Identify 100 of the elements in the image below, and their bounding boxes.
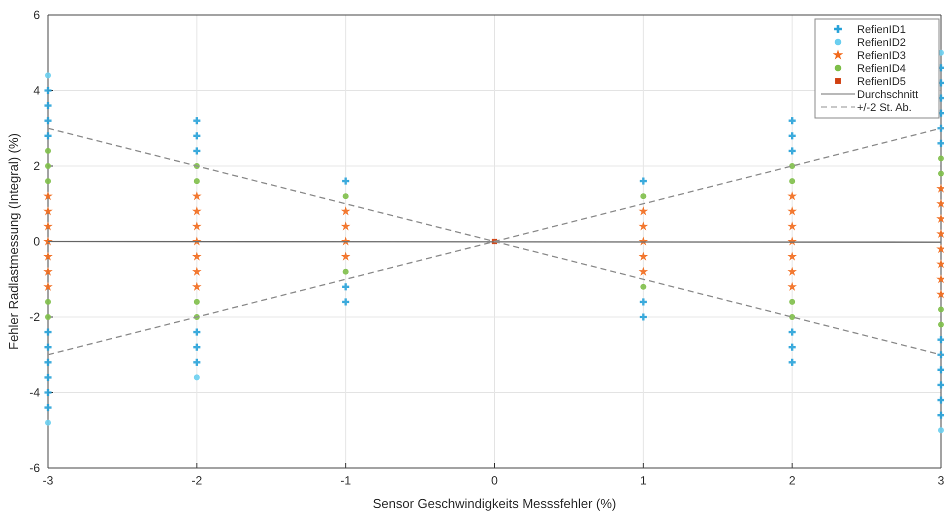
point — [45, 163, 51, 169]
point — [44, 358, 52, 366]
point — [340, 221, 350, 230]
point — [937, 366, 944, 374]
point — [45, 148, 51, 154]
point — [937, 140, 944, 147]
point — [788, 147, 796, 154]
point — [640, 298, 647, 306]
point — [45, 314, 51, 320]
point — [342, 268, 349, 275]
point — [640, 193, 646, 200]
point — [43, 206, 53, 216]
point — [192, 221, 202, 230]
point — [638, 266, 648, 276]
point — [192, 191, 202, 200]
point — [789, 314, 796, 320]
point — [193, 358, 200, 366]
point — [45, 298, 51, 305]
point — [789, 163, 796, 169]
point — [45, 178, 51, 184]
y-tick-label: 2 — [33, 158, 40, 173]
point — [787, 266, 797, 276]
point — [43, 221, 53, 230]
point — [788, 344, 796, 351]
point — [44, 117, 52, 124]
legend-label: Durchschnitt — [857, 89, 918, 101]
point — [342, 283, 350, 290]
y-tick-label: -4 — [29, 385, 40, 400]
point — [787, 282, 797, 291]
point — [788, 358, 796, 366]
y-tick-label: 4 — [33, 83, 40, 98]
point — [788, 328, 796, 336]
point — [787, 252, 797, 261]
legend-label: RefienID4 — [857, 63, 906, 75]
point — [640, 284, 646, 290]
point — [640, 313, 647, 321]
point — [937, 351, 944, 358]
x-tick-label: 2 — [788, 474, 796, 488]
point — [44, 102, 52, 110]
point — [44, 132, 52, 140]
y-tick-label: -6 — [29, 460, 40, 475]
point — [43, 266, 53, 276]
point — [43, 252, 53, 261]
point — [193, 117, 200, 124]
point — [44, 374, 52, 381]
y-axis-title: Fehler Radlastmessung (Integral) (%) — [6, 133, 21, 350]
point — [194, 178, 200, 184]
y-tick-label: 0 — [33, 234, 40, 248]
point — [45, 72, 51, 78]
point — [638, 221, 648, 230]
point — [43, 282, 53, 291]
legend-label: RefienID2 — [857, 37, 906, 49]
y-tick-label: -2 — [29, 310, 40, 324]
point — [193, 344, 200, 351]
point — [640, 178, 647, 185]
point — [193, 132, 200, 140]
point — [937, 124, 944, 132]
legend-label: +/-2 St. Ab. — [857, 102, 912, 114]
point — [340, 252, 350, 261]
x-tick-label: 1 — [640, 474, 647, 488]
point — [193, 147, 200, 154]
point — [938, 306, 944, 312]
point — [44, 404, 52, 412]
point — [938, 427, 944, 434]
point — [788, 132, 796, 140]
point — [787, 221, 797, 230]
point — [342, 178, 350, 185]
point — [194, 298, 200, 305]
point — [938, 322, 944, 328]
point — [789, 178, 796, 184]
legend-label: RefienID5 — [857, 76, 906, 88]
point — [937, 336, 944, 344]
point — [638, 206, 648, 216]
y-tick-label: 6 — [33, 8, 40, 22]
legend-label: RefienID3 — [857, 50, 906, 62]
point — [44, 328, 52, 336]
point — [787, 191, 797, 200]
x-tick-label: 0 — [491, 474, 498, 488]
point — [194, 374, 200, 380]
x-tick-label: -3 — [42, 474, 54, 488]
point — [342, 193, 349, 200]
point — [192, 282, 202, 291]
point — [787, 206, 797, 216]
point — [43, 191, 53, 200]
point — [192, 266, 202, 276]
point — [340, 206, 350, 216]
point — [44, 344, 52, 351]
point — [45, 420, 51, 426]
x-tick-label: -2 — [191, 474, 202, 488]
point — [638, 252, 648, 261]
point — [938, 155, 944, 162]
point — [788, 117, 796, 124]
x-tick-label: -1 — [340, 474, 352, 488]
point — [789, 298, 796, 305]
x-axis-title: Sensor Geschwindigkeits Messsfehler (%) — [372, 496, 616, 511]
point — [342, 298, 350, 306]
point — [192, 206, 202, 216]
x-tick-label: 3 — [938, 474, 944, 488]
point — [193, 328, 200, 336]
legend-label: RefienID1 — [857, 24, 906, 36]
